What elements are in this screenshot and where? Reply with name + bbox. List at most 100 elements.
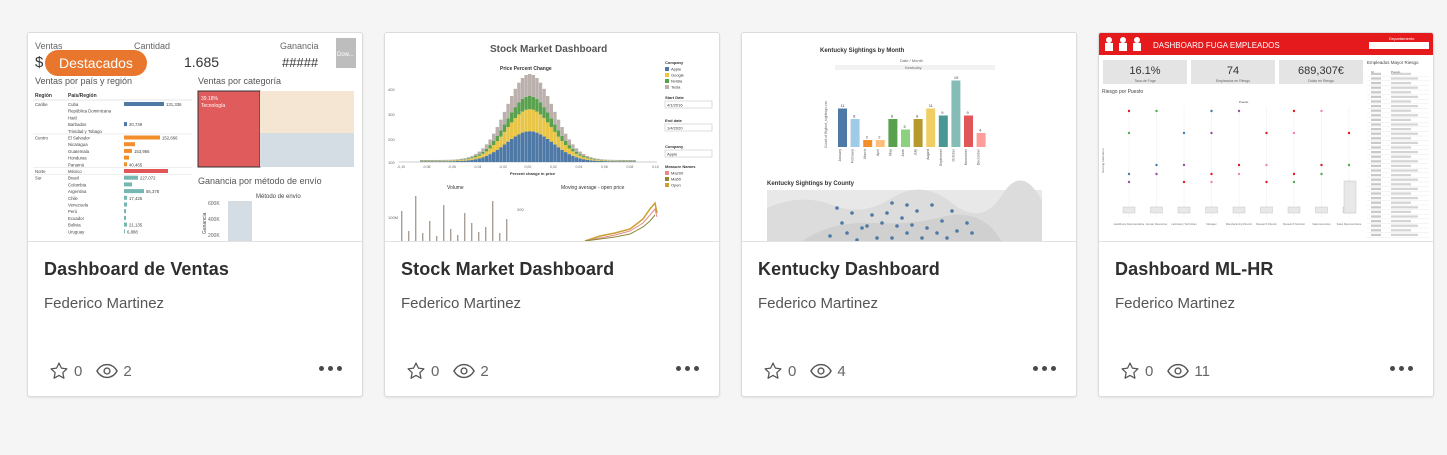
hr-table-id	[1371, 72, 1381, 75]
workbook-card-mlhr[interactable]: DASHBOARD FUGA EMPLEADOS Departamento 16…	[1098, 32, 1434, 397]
hist-bar	[427, 159, 431, 161]
hist-bar	[564, 133, 568, 141]
workbook-card-ventas[interactable]: Ventas $ Cantidad 1.685 Ganancia ##### D…	[27, 32, 363, 397]
hist-bar	[618, 160, 622, 162]
ventas-value: 153,966	[134, 149, 150, 154]
hr-table-id	[1371, 132, 1381, 135]
workbook-author[interactable]: Federico Martinez	[1115, 295, 1236, 312]
hist-bar	[513, 118, 517, 137]
country-label: El Salvador	[68, 136, 91, 141]
hist-bar	[574, 151, 579, 154]
svg-text:Price Percent Change: Price Percent Change	[500, 66, 552, 72]
more-options-button[interactable]	[1031, 360, 1058, 377]
hr-table-id	[1371, 128, 1381, 131]
ventas-bar	[124, 189, 144, 194]
star-icon[interactable]	[763, 361, 783, 381]
month-value: 8	[916, 114, 919, 119]
hist-bar	[632, 160, 636, 162]
hist-bar	[502, 111, 507, 125]
kpi-cantidad-value: 1.685	[184, 54, 219, 70]
svg-text:Company: Company	[665, 144, 684, 149]
month-bar	[976, 133, 986, 147]
featured-badge[interactable]: Destacados	[45, 50, 147, 76]
workbook-title[interactable]: Kentucky Dashboard	[758, 259, 940, 279]
hist-bar	[470, 158, 474, 160]
more-icon[interactable]	[1033, 366, 1038, 371]
hist-bar	[546, 122, 550, 139]
svg-text:Método de envío: Método de envío	[256, 194, 301, 200]
hist-bar	[553, 144, 557, 162]
hist-bar	[535, 132, 539, 162]
legend-swatch	[665, 73, 669, 77]
hist-bar	[520, 98, 525, 112]
workbook-title[interactable]: Stock Market Dashboard	[401, 259, 615, 279]
hist-bar	[610, 160, 615, 162]
measure-label: Ma200	[671, 171, 684, 176]
star-icon[interactable]	[49, 361, 69, 381]
svg-text:Scoring Abandono: Scoring Abandono	[1101, 148, 1105, 173]
county-dot	[920, 236, 924, 240]
favorite-stat[interactable]: 0	[49, 361, 82, 381]
hr-box	[1150, 206, 1163, 214]
hist-bar	[474, 157, 478, 160]
favorite-stat[interactable]: 0	[406, 361, 439, 381]
hr-table-puesto	[1391, 132, 1418, 135]
hr-dot	[1237, 163, 1241, 167]
more-icon[interactable]	[1390, 366, 1395, 371]
hr-box	[1287, 206, 1301, 214]
svg-text:Percent change in price: Percent change in price	[510, 171, 556, 176]
hist-bar	[448, 160, 453, 162]
hr-dot	[1155, 172, 1158, 176]
ventas-bar	[124, 148, 132, 153]
more-options-button[interactable]	[1388, 360, 1415, 377]
hr-table-id	[1371, 229, 1381, 232]
thumbnail-mlhr[interactable]: DASHBOARD FUGA EMPLEADOS Departamento 16…	[1099, 33, 1433, 242]
workbook-author[interactable]: Federico Martinez	[758, 295, 879, 312]
volume-bar	[408, 231, 410, 241]
hr-table-puesto	[1391, 77, 1418, 80]
thumbnail-ventas[interactable]: Ventas $ Cantidad 1.685 Ganancia ##### D…	[28, 33, 362, 242]
favorite-stat[interactable]: 0	[763, 361, 796, 381]
county-dot	[828, 234, 832, 238]
svg-text:Tecnología: Tecnología	[201, 103, 225, 109]
ventas-value: 17,425	[129, 196, 143, 201]
favorite-stat[interactable]: 0	[1120, 361, 1153, 381]
workbook-author[interactable]: Federico Martinez	[401, 295, 522, 312]
hr-table-puesto	[1391, 72, 1411, 75]
workbook-card-kentucky[interactable]: Kentucky Sightings by Month Date / Month…	[741, 32, 1077, 397]
workbook-author[interactable]: Federico Martinez	[44, 295, 165, 312]
hr-table-id	[1371, 206, 1381, 209]
workbook-title[interactable]: Dashboard de Ventas	[44, 259, 229, 279]
hist-bar	[625, 161, 629, 162]
star-icon[interactable]	[1120, 361, 1140, 381]
hist-bar	[560, 141, 564, 150]
month-label: July	[914, 149, 918, 155]
svg-text:Moving average - open price: Moving average - open price	[561, 185, 625, 191]
workbook-title[interactable]: Dashboard ML-HR	[1115, 259, 1274, 279]
more-options-button[interactable]	[674, 360, 701, 377]
county-dot	[880, 221, 884, 225]
hist-bar	[578, 155, 582, 159]
hr-table-id	[1371, 174, 1381, 177]
hist-bar	[434, 159, 438, 161]
workbook-card-stock[interactable]: Stock Market Dashboard Price Percent Cha…	[384, 32, 720, 397]
svg-text:Departamento: Departamento	[1389, 36, 1415, 41]
hist-bar	[528, 131, 532, 162]
county-dot	[865, 224, 869, 228]
hist-bar	[438, 160, 442, 162]
star-icon[interactable]	[406, 361, 426, 381]
more-icon[interactable]	[319, 366, 324, 371]
x-tick: 0,04	[576, 165, 583, 169]
more-options-button[interactable]	[317, 360, 344, 377]
hist-bar	[524, 109, 528, 132]
favorite-count: 0	[788, 362, 797, 380]
hist-bar	[553, 131, 557, 145]
ventas-bar	[124, 229, 125, 234]
hr-table-puesto	[1391, 123, 1418, 126]
volume-bar	[415, 196, 417, 241]
hist-bar	[513, 88, 517, 108]
thumbnail-kentucky[interactable]: Kentucky Sightings by Month Date / Month…	[742, 33, 1076, 242]
hist-bar	[477, 158, 481, 162]
thumbnail-stock[interactable]: Stock Market Dashboard Price Percent Cha…	[385, 33, 719, 242]
more-icon[interactable]	[676, 366, 681, 371]
